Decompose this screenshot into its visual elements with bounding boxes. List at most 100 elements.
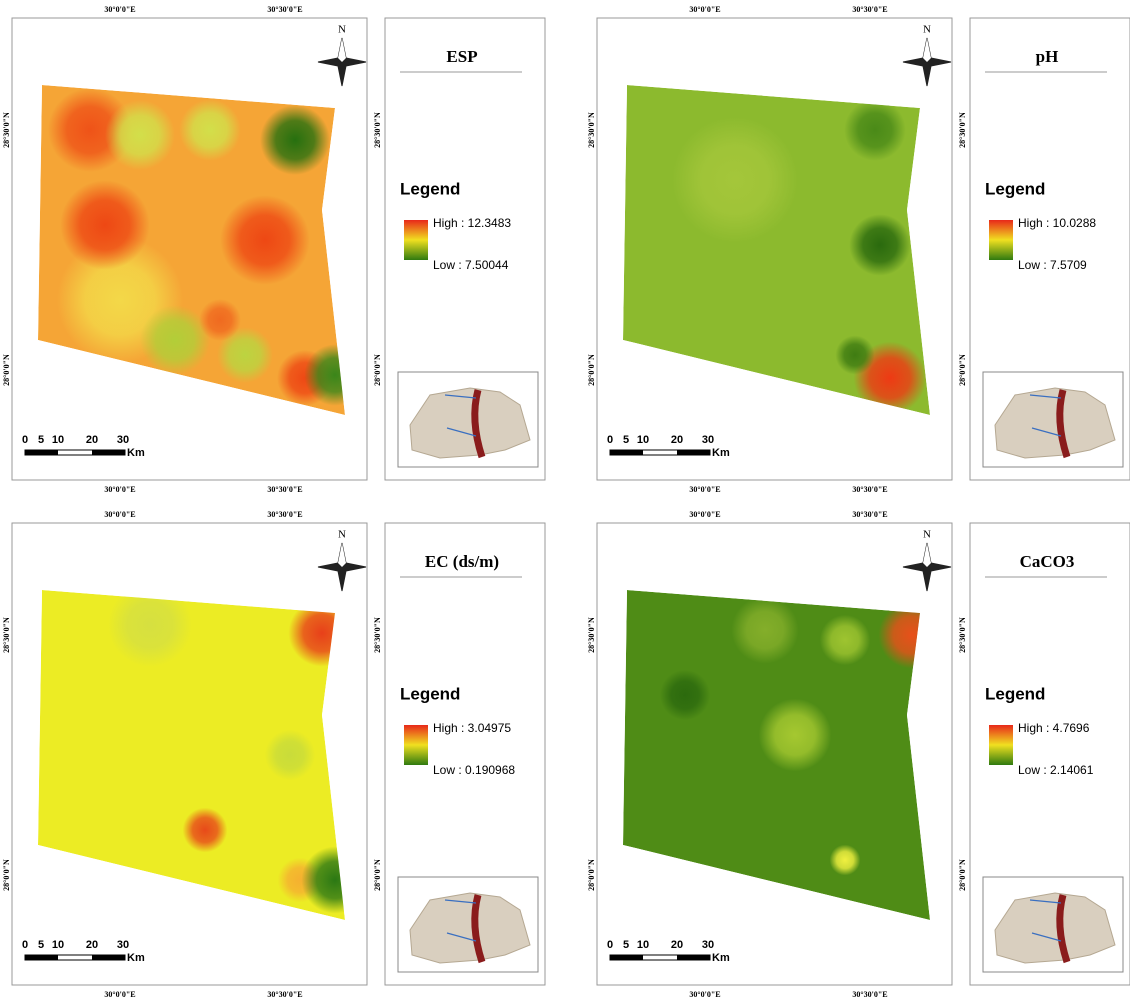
map-panel: 30°0'0"E 30°0'0"E 30°30'0"E 30°30'0"E 28°30'… xyxy=(2,5,545,494)
color-ramp xyxy=(404,220,428,260)
surface-blob xyxy=(183,808,228,853)
legend-high: High : 12.3483 xyxy=(433,216,511,230)
lat-label: 28°0'0"N xyxy=(373,859,382,891)
legend-low: Low : 7.50044 xyxy=(433,258,509,272)
scale-label: 0 xyxy=(607,434,613,446)
lat-label: 28°30'0"N xyxy=(958,617,967,653)
legend-heading: Legend xyxy=(985,684,1045,703)
scale-label: 0 xyxy=(22,434,28,446)
north-label: N xyxy=(923,24,931,36)
scale-label: 10 xyxy=(637,939,649,951)
lon-label: 30°30'0"E xyxy=(267,485,302,494)
legend-low: Low : 0.190968 xyxy=(433,763,515,777)
lon-label: 30°0'0"E xyxy=(689,510,720,519)
lon-label: 30°30'0"E xyxy=(852,5,887,14)
color-ramp xyxy=(989,220,1013,260)
map-panel: 30°0'0"E 30°0'0"E 30°30'0"E 30°30'0"E 28°30'… xyxy=(587,5,1130,494)
lat-label: 28°30'0"N xyxy=(587,112,596,148)
scale-label: 5 xyxy=(623,434,629,446)
lat-label: 28°30'0"N xyxy=(373,617,382,653)
surface-blob xyxy=(731,596,798,663)
lon-label: 30°30'0"E xyxy=(852,510,887,519)
scale-bar-seg xyxy=(92,450,125,455)
surface-blob xyxy=(849,214,911,276)
north-label: N xyxy=(923,529,931,541)
scale-label: 5 xyxy=(623,939,629,951)
panel-title: CaCO3 xyxy=(1020,552,1075,571)
scale-label: 5 xyxy=(38,434,44,446)
map-panel: 30°0'0"E30°0'0"E30°30'0"E30°30'0"E28°30'… xyxy=(587,510,1130,999)
lon-label: 30°30'0"E xyxy=(267,5,302,14)
scale-label: 0 xyxy=(607,939,613,951)
scale-bar-seg xyxy=(610,450,643,455)
scale-bar-seg xyxy=(677,450,710,455)
lat-label: 28°0'0"N xyxy=(2,354,11,386)
lat-label: 28°0'0"N xyxy=(958,354,967,386)
color-ramp xyxy=(404,725,428,765)
scale-label: 0 xyxy=(22,939,28,951)
scale-bar-seg xyxy=(610,955,643,960)
scale-label: 20 xyxy=(86,939,98,951)
lat-label: 28°30'0"N xyxy=(2,617,11,653)
lon-label: 30°0'0"E xyxy=(104,485,135,494)
lat-label: 28°30'0"N xyxy=(958,112,967,148)
surface-blob xyxy=(660,670,710,720)
panel-title: ESP xyxy=(446,47,477,66)
lon-label: 30°0'0"E xyxy=(689,485,720,494)
surface-blob xyxy=(835,335,874,374)
lon-label: 30°0'0"E xyxy=(104,510,135,519)
lat-label: 28°30'0"N xyxy=(587,617,596,653)
lat-label: 28°0'0"N xyxy=(958,859,967,891)
scale-label: 5 xyxy=(38,939,44,951)
surface-blob xyxy=(265,730,315,780)
scale-label: 30 xyxy=(117,939,129,951)
lon-label: 30°30'0"E xyxy=(267,990,302,999)
lat-label: 28°0'0"N xyxy=(587,859,596,891)
surface-blob xyxy=(105,100,175,170)
surface-blob xyxy=(830,845,861,876)
scale-label: 10 xyxy=(52,939,64,951)
map-figure: 30°0'0"E 30°0'0"E 30°30'0"E 30°30'0"E 28°30'… xyxy=(0,0,1130,1000)
lon-label: 30°0'0"E xyxy=(104,990,135,999)
lon-label: 30°0'0"E xyxy=(689,5,720,14)
legend-heading: Legend xyxy=(400,179,460,198)
scale-label: 10 xyxy=(52,434,64,446)
scale-label: 20 xyxy=(671,434,683,446)
legend-high: High : 4.7696 xyxy=(1018,721,1090,735)
surface-blob xyxy=(844,99,906,161)
lon-label: 30°30'0"E xyxy=(852,485,887,494)
color-ramp xyxy=(989,725,1013,765)
scale-label: 30 xyxy=(117,434,129,446)
surface-blob xyxy=(220,195,310,285)
lon-label: 30°0'0"E xyxy=(689,990,720,999)
scale-unit: Km xyxy=(712,447,730,459)
panel-title: pH xyxy=(1036,47,1059,66)
scale-label: 20 xyxy=(671,939,683,951)
legend-heading: Legend xyxy=(400,684,460,703)
legend-high: High : 10.0288 xyxy=(1018,216,1096,230)
scale-bar-seg xyxy=(677,955,710,960)
scale-unit: Km xyxy=(712,952,730,964)
scale-bar-seg xyxy=(25,955,58,960)
scale-label: 20 xyxy=(86,434,98,446)
panel-title: EC (ds/m) xyxy=(425,552,499,571)
legend-low: Low : 7.5709 xyxy=(1018,258,1087,272)
lon-label: 30°30'0"E xyxy=(267,510,302,519)
surface-blob xyxy=(672,117,798,243)
north-label: N xyxy=(338,24,346,36)
lat-label: 28°30'0"N xyxy=(373,112,382,148)
scale-unit: Km xyxy=(127,952,145,964)
legend-low: Low : 2.14061 xyxy=(1018,763,1094,777)
scale-label: 10 xyxy=(637,434,649,446)
scale-bar-seg xyxy=(25,450,58,455)
lat-label: 28°0'0"N xyxy=(587,354,596,386)
map-panel: 30°0'0"E 30°0'0"E 30°30'0"E 30°30'0"E 28°30'… xyxy=(2,510,545,999)
north-label: N xyxy=(338,529,346,541)
lat-label: 28°0'0"N xyxy=(2,859,11,891)
surface-blob xyxy=(199,299,241,341)
surface-blob xyxy=(820,615,870,665)
scale-unit: Km xyxy=(127,447,145,459)
scale-bar-seg xyxy=(92,955,125,960)
lon-label: 30°0'0"E xyxy=(104,5,135,14)
surface-blob xyxy=(60,180,150,270)
